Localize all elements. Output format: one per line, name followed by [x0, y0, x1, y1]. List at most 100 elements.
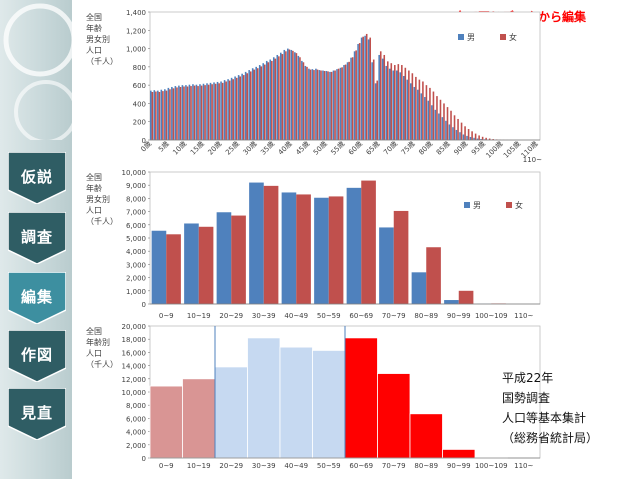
- bar: [336, 69, 338, 140]
- bar: [393, 210, 409, 304]
- y-axis-label: （千人）: [86, 359, 118, 369]
- bar: [397, 64, 400, 140]
- bar: [452, 127, 454, 140]
- bar: [227, 79, 229, 140]
- x-tick-label: 110~: [523, 156, 542, 164]
- bar: [445, 120, 447, 140]
- y-tick-label: 1,200: [126, 27, 146, 35]
- bar: [249, 71, 252, 140]
- bar: [160, 89, 163, 140]
- y-tick-label: 1,400: [126, 9, 146, 17]
- step-arrow: 見直: [8, 388, 66, 440]
- bar: [299, 57, 301, 141]
- bar: [193, 85, 196, 140]
- x-tick-label: 90歳: [452, 139, 470, 157]
- y-tick-label: 10,000: [122, 389, 147, 397]
- bar: [306, 66, 308, 140]
- bar: [390, 63, 393, 141]
- plot-frame: [149, 171, 541, 305]
- bar: [214, 366, 248, 459]
- bar: [369, 37, 371, 140]
- bar: [246, 73, 249, 140]
- bar: [260, 66, 263, 140]
- bar: [376, 80, 379, 140]
- x-tick-label: 10~19: [187, 312, 211, 320]
- bar: [206, 83, 208, 140]
- bar: [218, 83, 220, 140]
- bar: [327, 71, 329, 140]
- bar: [220, 81, 222, 140]
- legend-swatch: [464, 202, 470, 208]
- x-tick-label: 20歳: [206, 139, 224, 157]
- bar: [378, 54, 380, 140]
- bar: [429, 87, 431, 140]
- x-tick-label: 80~89: [414, 312, 438, 320]
- bar: [232, 79, 234, 140]
- step-label: 仮説: [20, 168, 53, 186]
- y-tick-label: 3,000: [126, 261, 146, 269]
- bar: [262, 63, 265, 141]
- bar: [202, 83, 205, 140]
- step-arrow: 仮説: [8, 152, 66, 204]
- bar: [221, 82, 224, 140]
- y-axis-label: 年齢別: [86, 337, 110, 347]
- bar: [439, 99, 442, 140]
- bar: [280, 52, 282, 140]
- bar: [265, 60, 268, 140]
- bar: [353, 51, 356, 141]
- bar: [386, 61, 389, 141]
- bar: [255, 66, 257, 140]
- y-axis-label: 人口: [86, 349, 102, 358]
- bar: [214, 83, 217, 140]
- bar: [198, 226, 214, 304]
- bar: [169, 89, 171, 140]
- step-label: 編集: [20, 288, 53, 306]
- y-tick-label: 600: [133, 82, 146, 90]
- bar: [151, 92, 154, 140]
- bar: [480, 138, 482, 140]
- bar: [362, 36, 364, 140]
- bar: [476, 138, 479, 140]
- bar: [308, 68, 310, 140]
- bar: [431, 105, 433, 140]
- bar: [488, 138, 491, 140]
- x-tick-label: 20~29: [219, 312, 243, 320]
- x-tick-label: 85歳: [434, 139, 452, 157]
- y-tick-label: 400: [133, 100, 146, 108]
- bar: [294, 52, 296, 141]
- bar: [385, 65, 387, 140]
- bar: [151, 230, 167, 304]
- bar: [213, 82, 215, 140]
- bar: [434, 109, 437, 140]
- bar: [285, 51, 287, 141]
- y-tick-label: 4,000: [126, 248, 146, 256]
- y-tick-label: 8,000: [126, 402, 146, 410]
- y-tick-label: 4,000: [126, 429, 146, 437]
- x-tick-label: 40歳: [276, 139, 294, 157]
- bar: [404, 67, 407, 140]
- y-tick-label: 1,000: [126, 46, 146, 54]
- bar: [355, 50, 357, 140]
- bar: [172, 88, 175, 140]
- source-line: 平成22年: [502, 371, 554, 385]
- bar: [365, 33, 368, 140]
- bar: [297, 55, 300, 140]
- y-tick-label: 800: [133, 64, 146, 72]
- bar: [304, 65, 307, 140]
- x-tick-label: 40~49: [284, 462, 308, 470]
- bar: [176, 87, 178, 140]
- sidebar: 仮説 調査 編集 作図 見直: [0, 0, 72, 479]
- bar: [448, 124, 451, 140]
- y-tick-label: 12,000: [122, 376, 147, 384]
- x-tick-label: 45歳: [294, 139, 312, 157]
- bar: [411, 272, 427, 304]
- bar: [364, 35, 366, 140]
- y-axis-label: 年齢: [86, 23, 102, 33]
- bar: [283, 49, 286, 140]
- bar: [344, 337, 378, 459]
- bar: [167, 87, 170, 140]
- y-axis-label: 年齢: [86, 183, 102, 193]
- step-arrow: 編集: [8, 272, 66, 324]
- bar: [178, 85, 180, 140]
- bar: [361, 180, 376, 304]
